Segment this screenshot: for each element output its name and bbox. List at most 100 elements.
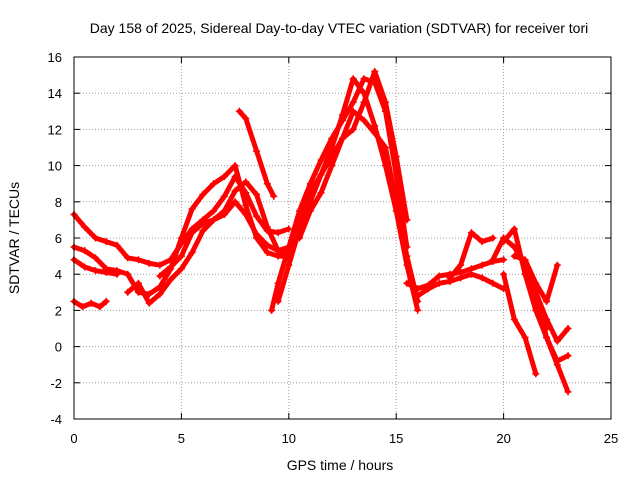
data-point <box>564 325 572 332</box>
data-point <box>489 234 497 242</box>
data-point <box>360 116 368 124</box>
data-point <box>210 216 218 224</box>
data-point <box>339 111 346 119</box>
data-point <box>124 254 132 262</box>
data-point <box>553 261 561 269</box>
series-trace <box>71 298 109 310</box>
data-point <box>220 172 228 180</box>
series-trace-3 <box>70 256 121 278</box>
data-point <box>113 270 121 278</box>
data-point <box>253 230 261 238</box>
data-point <box>124 288 132 296</box>
series-trace <box>501 271 539 377</box>
data-point <box>435 279 443 287</box>
data-point <box>532 288 540 296</box>
data-point <box>543 297 551 305</box>
data-point <box>274 229 282 237</box>
data-point <box>242 201 250 209</box>
data-point <box>242 115 250 123</box>
data-point <box>124 270 132 278</box>
data-point <box>188 205 196 213</box>
data-point <box>235 107 243 115</box>
data-point <box>392 153 400 161</box>
x-tick-label: 0 <box>70 431 77 446</box>
data-point <box>510 315 518 323</box>
data-point <box>328 162 336 170</box>
data-point <box>349 125 357 133</box>
data-point <box>145 259 153 267</box>
data-point <box>521 261 529 269</box>
data-point <box>242 178 250 186</box>
data-point <box>113 241 121 249</box>
data-point <box>478 261 486 269</box>
data-point <box>177 252 185 260</box>
data-point <box>349 75 357 83</box>
series-trace-14 <box>446 229 497 282</box>
data-point <box>564 352 572 360</box>
data-point <box>510 252 518 260</box>
data-point <box>392 198 400 206</box>
data-point <box>500 270 508 278</box>
series-trace-2 <box>70 162 293 298</box>
data-point <box>500 256 508 264</box>
data-point <box>424 285 432 293</box>
x-axis-label: GPS time / hours <box>287 457 394 473</box>
data-point <box>177 265 185 273</box>
data-point <box>446 274 454 282</box>
data-point <box>317 156 325 164</box>
data-point <box>87 299 95 307</box>
data-point <box>510 225 518 233</box>
data-point <box>553 357 561 365</box>
grid <box>74 57 611 419</box>
data-point <box>489 256 497 264</box>
data-point <box>231 162 239 170</box>
data-point <box>210 207 218 215</box>
y-tick-label: -2 <box>50 376 62 391</box>
data-point <box>371 129 379 137</box>
series-trace-19 <box>532 288 572 365</box>
data-point <box>91 234 99 242</box>
data-point <box>274 247 282 255</box>
y-tick-label: 0 <box>55 340 62 355</box>
data-point <box>270 192 278 200</box>
data-point <box>156 272 164 280</box>
y-axis-label: SDTVAR / TECUs <box>6 182 22 294</box>
data-point <box>296 216 304 224</box>
data-point <box>489 279 497 287</box>
data-point <box>467 229 475 237</box>
data-point <box>253 191 261 199</box>
data-point <box>263 180 271 188</box>
y-axis-ticks: -4 -2 0 2 4 6 8 10 12 14 16 <box>48 50 611 427</box>
data-point <box>102 238 110 246</box>
data-point <box>81 223 89 231</box>
data-point <box>156 290 164 298</box>
data-point <box>145 299 153 307</box>
data-point <box>231 198 239 206</box>
data-point <box>274 297 282 305</box>
data-point <box>381 144 389 151</box>
data-point <box>268 306 276 314</box>
data-point <box>81 247 89 255</box>
data-point <box>306 207 314 215</box>
data-point <box>360 75 368 83</box>
y-tick-label: 10 <box>48 159 62 174</box>
x-tick-label: 25 <box>604 431 618 446</box>
y-tick-label: 6 <box>55 231 62 246</box>
series-trace-11 <box>296 107 422 305</box>
series-trace <box>125 199 292 306</box>
data-point <box>199 191 207 199</box>
data-point <box>102 297 110 305</box>
y-tick-label: 2 <box>55 303 62 318</box>
data-point <box>371 67 379 75</box>
x-axis-ticks: 0 5 10 15 20 25 <box>70 57 618 446</box>
data-point <box>253 147 261 155</box>
data-point <box>167 276 175 284</box>
data-point <box>263 223 271 231</box>
data-point <box>349 107 357 115</box>
data-point <box>414 306 422 314</box>
data-point <box>403 252 411 260</box>
data-point <box>306 180 314 188</box>
data-point <box>510 243 518 251</box>
data-point <box>553 337 561 345</box>
